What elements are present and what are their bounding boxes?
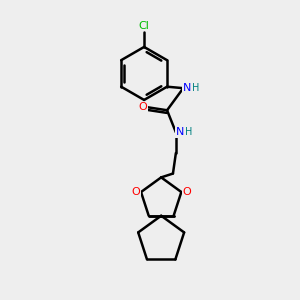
- Text: N: N: [176, 127, 184, 137]
- Text: Cl: Cl: [139, 21, 149, 31]
- Text: O: O: [182, 187, 191, 197]
- Text: H: H: [192, 83, 199, 93]
- Text: O: O: [131, 187, 140, 197]
- Text: N: N: [183, 83, 191, 93]
- Text: O: O: [138, 102, 147, 112]
- Text: H: H: [184, 127, 192, 137]
